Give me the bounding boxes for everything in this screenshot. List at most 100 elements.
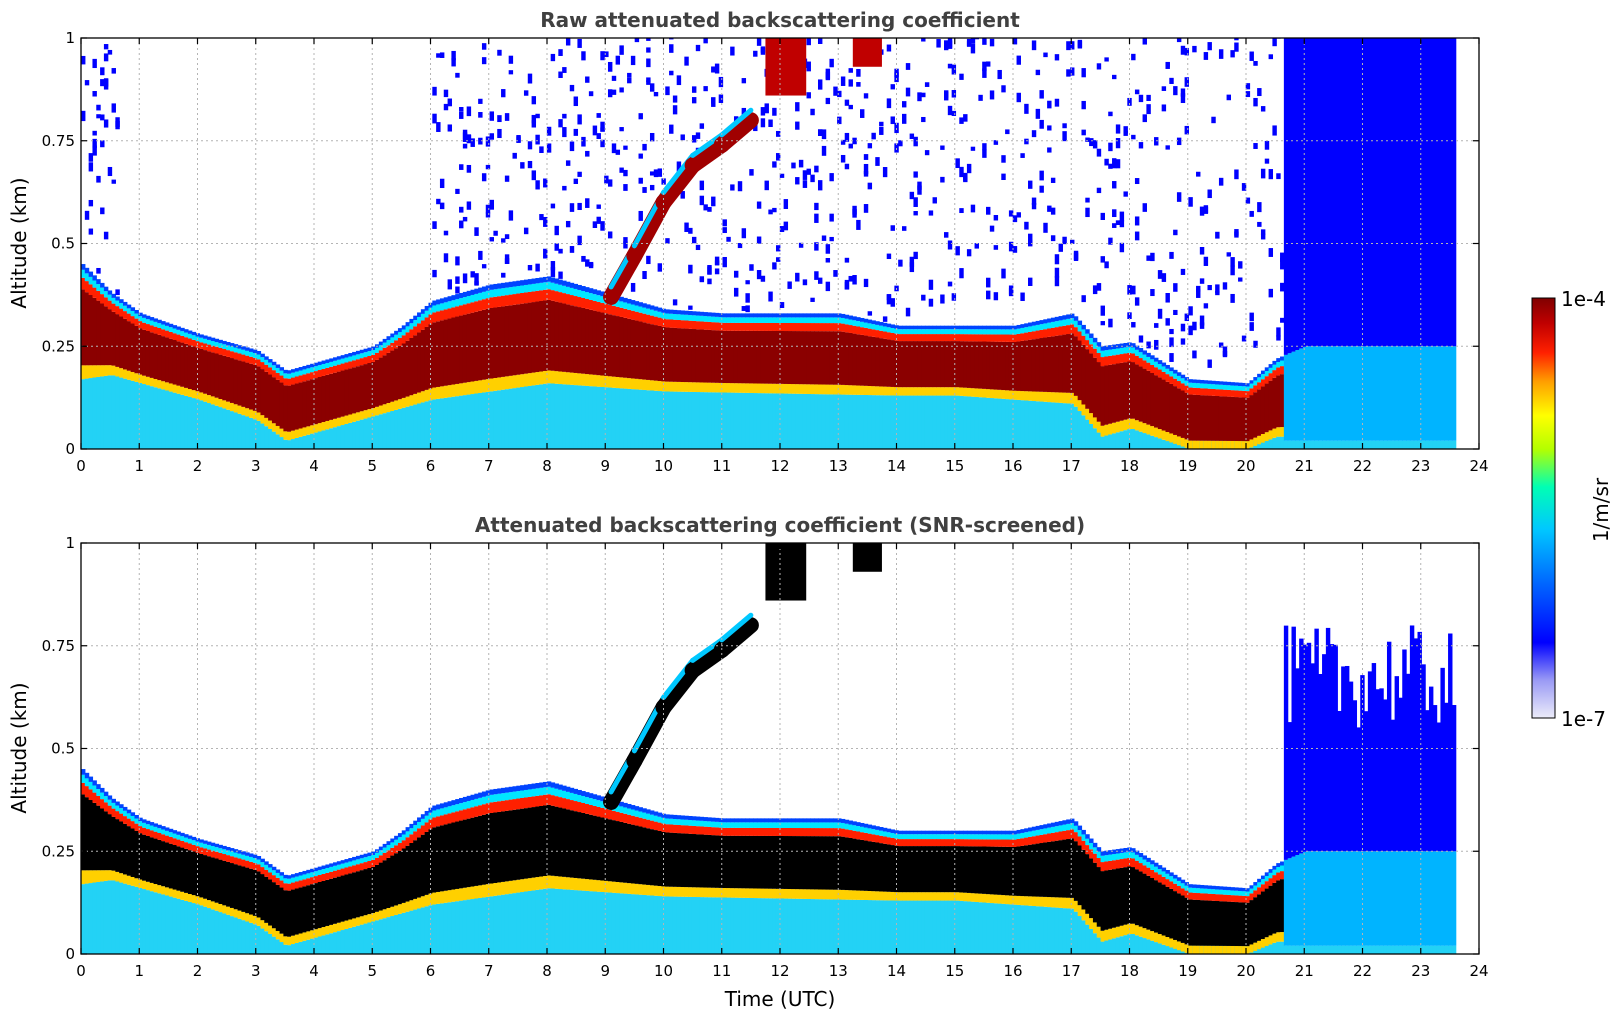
layer-edge-cell [1054, 392, 1060, 403]
layer-edge-cell [756, 317, 762, 323]
boundary-layer-cell [989, 903, 995, 954]
aerosol-layer-cell [1249, 395, 1254, 440]
noise-cell [84, 80, 90, 86]
layer-edge-cell [760, 822, 766, 828]
layer-edge-cell [695, 382, 701, 393]
layer-edge-cell [1184, 385, 1189, 393]
layer-edge-cell [397, 399, 403, 409]
noise-cell [1390, 719, 1396, 852]
layer-edge-cell [378, 846, 384, 851]
rising-layer-edge [719, 107, 754, 138]
layer-edge-cell [439, 808, 445, 816]
boundary-layer-cell [825, 899, 831, 954]
boundary-layer-cell [439, 398, 445, 449]
layer-edge-cell [1142, 855, 1147, 860]
boundary-layer-cell [936, 395, 941, 449]
layer-edge-cell [1092, 842, 1098, 848]
layer-edge-cell [810, 323, 815, 332]
aerosol-layer-cell [138, 328, 143, 375]
layer-edge-cell [802, 313, 808, 318]
aerosol-layer-cell [634, 825, 640, 884]
layer-edge-cell [730, 888, 735, 898]
layer-edge-cell [1245, 896, 1251, 903]
layer-edge-cell [436, 304, 441, 312]
noise-cell [550, 267, 556, 277]
layer-edge-cell [1222, 889, 1228, 895]
noise-cell [814, 202, 819, 211]
layer-edge-cell [741, 818, 747, 823]
aerosol-layer-cell [1024, 845, 1029, 897]
layer-edge-cell [829, 889, 834, 900]
layer-edge-cell [203, 338, 208, 344]
aerosol-layer-cell [940, 341, 945, 388]
noise-cell [1398, 38, 1403, 347]
noise-cell [993, 140, 999, 145]
layer-edge-cell [688, 320, 693, 329]
boundary-layer-cell [210, 404, 216, 449]
boundary-layer-cell [84, 378, 90, 449]
noise-cell [894, 68, 899, 78]
boundary-layer-cell [730, 897, 735, 954]
layer-edge-cell [779, 822, 785, 828]
aerosol-layer-cell [642, 827, 647, 885]
layer-edge-cell [565, 786, 571, 792]
noise-cell [959, 208, 964, 214]
boundary-layer-cell [378, 919, 384, 954]
layer-edge-cell [344, 354, 349, 358]
layer-edge-cell [226, 401, 231, 410]
layer-edge-cell [1024, 327, 1029, 333]
boundary-layer-cell [268, 933, 273, 954]
layer-edge-cell [1245, 386, 1251, 392]
noise-cell [546, 126, 552, 136]
layer-edge-cell [592, 289, 598, 295]
aerosol-layer-cell [986, 341, 991, 390]
layer-edge-cell [944, 839, 949, 847]
layer-edge-cell [172, 384, 178, 393]
boundary-layer-cell [1406, 945, 1411, 954]
aerosol-layer-cell [317, 377, 323, 424]
noise-cell [100, 114, 105, 121]
boundary-layer-cell [718, 392, 724, 449]
layer-edge-cell [783, 317, 789, 323]
aerosol-layer-cell [772, 330, 777, 384]
layer-edge-cell [1085, 834, 1090, 839]
noise-cell [909, 262, 915, 273]
layer-edge-cell [764, 818, 769, 823]
layer-edge-cell [474, 293, 479, 302]
noise-cell [928, 279, 934, 290]
layer-edge-cell [924, 892, 930, 901]
layer-edge-cell [1119, 852, 1125, 860]
boundary-layer-cell [233, 917, 239, 954]
layer-edge-cell [669, 814, 674, 819]
layer-edge-cell [569, 372, 575, 385]
layer-edge-cell [882, 836, 888, 844]
noise-cell [756, 201, 762, 209]
layer-edge-cell [386, 850, 391, 858]
layer-edge-cell [1241, 891, 1247, 896]
boundary-layer-cell [1306, 851, 1312, 946]
layer-edge-cell [413, 393, 418, 405]
boundary-layer-cell [1390, 851, 1396, 946]
layer-edge-cell [1188, 884, 1193, 888]
layer-edge-cell [523, 373, 529, 387]
boundary-layer-cell [581, 890, 586, 954]
layer-edge-cell [1199, 440, 1205, 449]
layer-edge-cell [966, 839, 972, 847]
boundary-layer-cell [1134, 935, 1140, 954]
layer-edge-cell [1123, 342, 1128, 348]
noise-cell [1428, 686, 1434, 852]
aerosol-layer-cell [1238, 902, 1243, 947]
boundary-layer-cell [321, 430, 326, 449]
layer-edge-cell [1169, 371, 1174, 377]
aerosol-layer-cell [401, 848, 407, 903]
noise-cell [886, 253, 892, 260]
boundary-layer-cell [1318, 851, 1323, 946]
layer-edge-cell [646, 379, 651, 391]
aerosol-layer-cell [1131, 362, 1136, 419]
layer-edge-cell [1218, 440, 1224, 449]
boundary-layer-cell [306, 939, 311, 954]
boundary-layer-cell [1169, 440, 1174, 449]
noise-cell [1314, 628, 1319, 852]
layer-edge-cell [344, 415, 349, 424]
layer-edge-cell [714, 316, 720, 323]
